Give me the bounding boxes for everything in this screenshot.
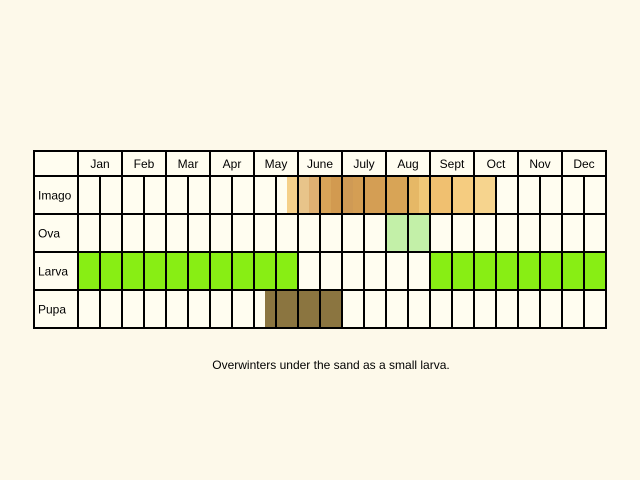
month-label-mar: Mar [178,157,199,171]
segment-imago-3 [320,176,331,214]
segment-imago-10 [419,176,430,214]
segment-imago-13 [474,176,496,214]
month-label-jan: Jan [90,157,109,171]
chart-note: Overwinters under the sand as a small la… [212,358,450,372]
row-label-larva: Larva [38,265,68,279]
month-label-aug: Aug [397,157,418,171]
segment-imago-12 [452,176,474,214]
month-label-nov: Nov [529,157,550,171]
segment-imago-8 [386,176,408,214]
month-label-sept: Sept [440,157,465,171]
segment-imago-9 [408,176,419,214]
segment-imago-5 [342,176,353,214]
segment-imago-7 [364,176,386,214]
segment-imago-4 [331,176,342,214]
row-label-ova: Ova [38,227,60,241]
row-label-pupa: Pupa [38,303,66,317]
month-label-oct: Oct [487,157,506,171]
month-label-june: June [307,157,333,171]
segment-imago-2 [309,176,320,214]
segment-imago-6 [353,176,364,214]
segment-imago-1 [298,176,309,214]
month-label-dec: Dec [573,157,594,171]
segment-imago-0 [287,176,298,214]
month-label-feb: Feb [134,157,155,171]
segment-imago-11 [430,176,452,214]
row-label-imago: Imago [38,189,72,203]
segment-pupa-0 [265,290,342,328]
month-label-may: May [265,157,288,171]
table-border [33,150,607,329]
month-label-apr: Apr [223,157,242,171]
month-label-july: July [353,157,374,171]
